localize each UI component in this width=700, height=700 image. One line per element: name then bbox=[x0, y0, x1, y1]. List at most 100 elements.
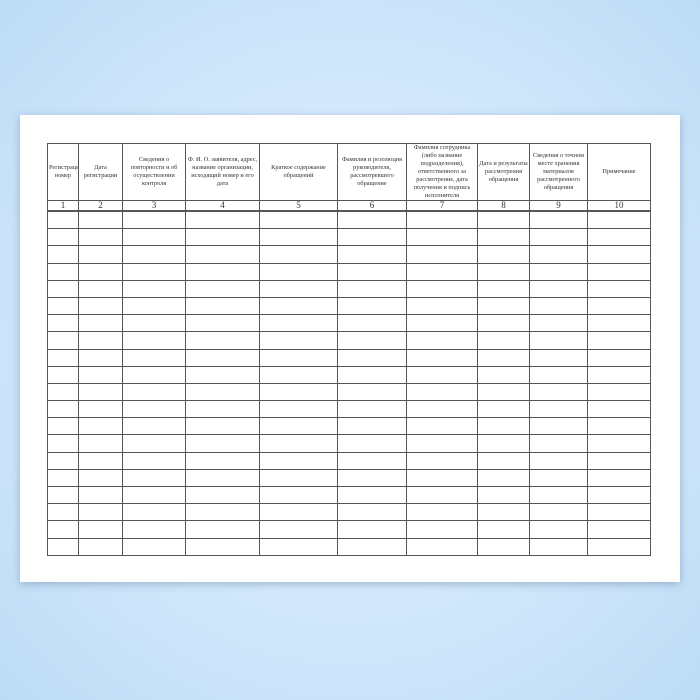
empty-cell bbox=[47, 210, 79, 230]
empty-cell bbox=[587, 382, 651, 402]
column-header: Дата регистрации bbox=[78, 143, 123, 201]
empty-cell bbox=[259, 451, 338, 470]
table-row bbox=[47, 228, 651, 247]
empty-cell bbox=[337, 400, 407, 419]
empty-cell bbox=[78, 417, 123, 436]
empty-cell bbox=[78, 348, 123, 367]
table-row bbox=[47, 485, 651, 505]
empty-cell bbox=[477, 296, 530, 316]
empty-cell bbox=[47, 245, 79, 264]
empty-cell bbox=[587, 296, 651, 316]
empty-cell bbox=[477, 468, 530, 488]
empty-cell bbox=[259, 262, 338, 281]
empty-cell bbox=[259, 365, 338, 384]
empty-cell bbox=[122, 485, 186, 505]
column-header: Сведения о точном месте хранения материа… bbox=[529, 143, 588, 201]
empty-cell bbox=[259, 279, 338, 298]
empty-cell bbox=[259, 348, 338, 367]
empty-cell bbox=[259, 331, 338, 350]
empty-cell bbox=[122, 331, 186, 350]
empty-cell bbox=[259, 245, 338, 264]
empty-cell bbox=[587, 417, 651, 436]
empty-cell bbox=[47, 331, 79, 350]
empty-cell bbox=[529, 279, 588, 298]
empty-cell bbox=[529, 314, 588, 333]
empty-cell bbox=[337, 468, 407, 488]
table-row bbox=[47, 468, 651, 488]
empty-cell bbox=[337, 485, 407, 505]
empty-cell bbox=[259, 314, 338, 333]
empty-cell bbox=[529, 296, 588, 316]
empty-cell bbox=[406, 348, 478, 367]
empty-cell bbox=[185, 314, 260, 333]
table-row bbox=[47, 296, 651, 316]
empty-cell bbox=[529, 503, 588, 522]
empty-cell bbox=[477, 228, 530, 247]
empty-cell bbox=[406, 434, 478, 453]
empty-cell bbox=[477, 365, 530, 384]
empty-cell bbox=[122, 314, 186, 333]
empty-cell bbox=[587, 400, 651, 419]
empty-cell bbox=[122, 503, 186, 522]
empty-cell bbox=[185, 279, 260, 298]
empty-cell bbox=[78, 314, 123, 333]
column-number: 10 bbox=[587, 200, 651, 212]
empty-cell bbox=[47, 520, 79, 539]
empty-cell bbox=[78, 434, 123, 453]
empty-cell bbox=[529, 348, 588, 367]
empty-cell bbox=[529, 520, 588, 539]
empty-cell bbox=[78, 485, 123, 505]
empty-cell bbox=[477, 417, 530, 436]
empty-cell bbox=[47, 228, 79, 247]
empty-cell bbox=[47, 417, 79, 436]
empty-cell bbox=[47, 400, 79, 419]
empty-cell bbox=[406, 520, 478, 539]
empty-cell bbox=[185, 485, 260, 505]
empty-cell bbox=[337, 262, 407, 281]
table-row bbox=[47, 434, 651, 453]
empty-cell bbox=[406, 485, 478, 505]
empty-cell bbox=[337, 279, 407, 298]
column-number: 3 bbox=[122, 200, 186, 212]
empty-cell bbox=[337, 382, 407, 402]
empty-cell bbox=[406, 382, 478, 402]
empty-cell bbox=[259, 520, 338, 539]
empty-cell bbox=[122, 434, 186, 453]
empty-cell bbox=[185, 296, 260, 316]
empty-cell bbox=[477, 331, 530, 350]
empty-cell bbox=[259, 296, 338, 316]
empty-cell bbox=[259, 228, 338, 247]
empty-cell bbox=[185, 210, 260, 230]
empty-cell bbox=[78, 262, 123, 281]
empty-cell bbox=[406, 210, 478, 230]
empty-cell bbox=[337, 434, 407, 453]
empty-cell bbox=[185, 537, 260, 556]
column-header: Сведения о повторности и об осуществлени… bbox=[122, 143, 186, 201]
empty-cell bbox=[587, 314, 651, 333]
empty-cell bbox=[406, 365, 478, 384]
table-row bbox=[47, 279, 651, 298]
empty-cell bbox=[122, 210, 186, 230]
empty-cell bbox=[259, 468, 338, 488]
empty-cell bbox=[185, 228, 260, 247]
empty-cell bbox=[122, 400, 186, 419]
empty-cell bbox=[259, 417, 338, 436]
empty-cell bbox=[477, 348, 530, 367]
empty-cell bbox=[406, 245, 478, 264]
column-number: 2 bbox=[78, 200, 123, 212]
column-number: 5 bbox=[259, 200, 338, 212]
empty-cell bbox=[259, 400, 338, 419]
empty-cell bbox=[47, 451, 79, 470]
empty-cell bbox=[587, 348, 651, 367]
empty-cell bbox=[259, 537, 338, 556]
empty-cell bbox=[122, 365, 186, 384]
empty-cell bbox=[47, 296, 79, 316]
empty-cell bbox=[406, 296, 478, 316]
empty-cell bbox=[259, 503, 338, 522]
empty-cell bbox=[185, 503, 260, 522]
column-number: 6 bbox=[337, 200, 407, 212]
empty-cell bbox=[259, 382, 338, 402]
column-number: 9 bbox=[529, 200, 588, 212]
empty-cell bbox=[47, 485, 79, 505]
table-row bbox=[47, 348, 651, 367]
